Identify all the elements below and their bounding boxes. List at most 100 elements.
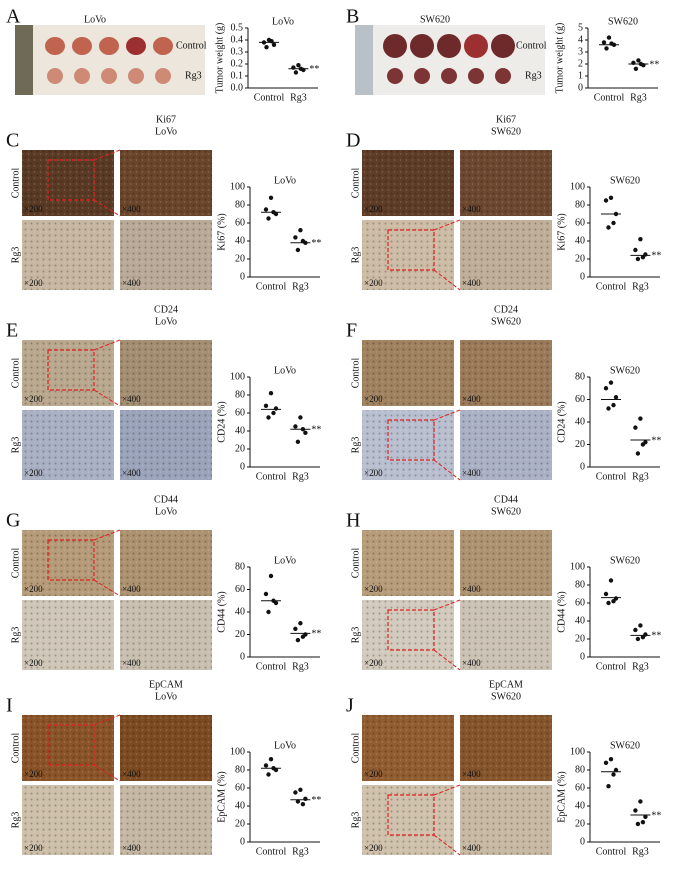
data-point [640, 255, 646, 260]
magnification: ×400 [122, 394, 141, 404]
x-tick-label: Control [256, 471, 287, 482]
row-label: Rg3 [350, 247, 361, 264]
chart-title: LoVo [274, 175, 296, 186]
data-point [611, 599, 616, 604]
row-label: Rg3 [525, 70, 542, 81]
chart-title: SW620 [608, 16, 638, 27]
magnification: ×400 [462, 468, 481, 478]
x-tick-label: Control [256, 846, 287, 857]
magnification: ×400 [462, 658, 481, 668]
significance: ** [651, 810, 661, 821]
y-tick-label: 80 [235, 199, 245, 210]
image-texture [362, 715, 454, 781]
data-point [268, 757, 274, 762]
tumor [387, 68, 403, 84]
data-point [293, 235, 298, 240]
magnification: ×200 [364, 278, 383, 288]
y-tick-label: 80 [235, 764, 245, 775]
magnification: ×200 [24, 394, 43, 404]
tumor [128, 68, 144, 84]
magnification: ×400 [462, 584, 481, 594]
data-point [635, 636, 641, 642]
zoom-box [387, 609, 435, 651]
y-tick-label: 0.4 [231, 34, 244, 45]
y-tick-label: 0 [240, 461, 245, 472]
y-axis-label: Ki67 (%) [556, 213, 567, 251]
magnification: ×400 [122, 584, 141, 594]
x-tick-label: Control [256, 661, 287, 672]
zoom-line [433, 269, 461, 291]
tumor [410, 34, 434, 58]
image-texture [22, 715, 114, 781]
y-axis-label: CD44 (%) [216, 591, 227, 632]
x-tick-label: Rg3 [632, 846, 649, 857]
panel-letter: J [346, 695, 354, 717]
image-texture [362, 785, 454, 855]
magnification: ×200 [24, 584, 43, 594]
data-point [300, 238, 306, 244]
y-tick-label: 100 [230, 181, 245, 192]
cell-line: LoVo [155, 126, 177, 137]
y-tick-label: 40 [575, 800, 585, 811]
zoom-box [47, 159, 95, 201]
y-tick-label: 60 [235, 217, 245, 228]
data-point [633, 425, 638, 430]
image-texture [460, 340, 552, 406]
panel-letter: A [6, 6, 21, 28]
data-point [266, 415, 271, 420]
magnification: ×400 [462, 204, 481, 214]
magnification: ×200 [24, 843, 43, 853]
image-texture [22, 530, 114, 596]
chart-title: SW620 [610, 740, 640, 751]
cell-line: SW620 [491, 126, 521, 137]
zoom-box [47, 349, 95, 391]
chart-title: SW620 [610, 365, 640, 376]
data-point [640, 442, 646, 447]
y-tick-label: 100 [570, 746, 585, 757]
x-tick-label: Control [594, 92, 625, 103]
image-texture [460, 715, 552, 781]
y-tick-label: 0 [580, 461, 585, 472]
y-tick-label: 0 [240, 271, 245, 282]
magnification: ×200 [364, 769, 383, 779]
data-point [638, 237, 643, 242]
magnification: ×400 [462, 769, 481, 779]
row-label: Control [350, 733, 361, 764]
y-tick-label: 1 [578, 70, 583, 81]
image-texture [22, 340, 114, 406]
row-label: Control [10, 168, 21, 199]
image-texture [362, 530, 454, 596]
x-tick-label: Rg3 [290, 92, 307, 103]
data-point [608, 380, 614, 385]
chart-title: SW620 [610, 555, 640, 566]
image-texture [120, 150, 212, 216]
magnification: ×200 [364, 843, 383, 853]
significance: ** [649, 59, 659, 70]
data-point [298, 787, 303, 792]
image-texture [362, 150, 454, 216]
magnification: ×200 [364, 468, 383, 478]
stain-name: Ki67 [156, 114, 176, 125]
zoom-line [93, 579, 121, 597]
magnification: ×200 [24, 468, 43, 478]
y-tick-label: 60 [575, 217, 585, 228]
panel-letter: C [6, 130, 19, 152]
data-point [295, 637, 301, 643]
y-tick-label: 20 [235, 253, 245, 264]
data-point [298, 228, 303, 233]
zoom-line [93, 389, 121, 407]
y-tick-label: 60 [235, 782, 245, 793]
x-tick-label: Control [256, 281, 287, 292]
magnification: ×400 [122, 658, 141, 668]
y-tick-label: 80 [235, 561, 245, 572]
tumor [464, 34, 488, 58]
significance: ** [311, 238, 321, 249]
data-point [266, 609, 271, 615]
data-point [604, 46, 609, 51]
x-tick-label: Rg3 [292, 846, 309, 857]
stain-name: CD24 [154, 304, 178, 315]
data-point [636, 58, 641, 63]
y-tick-label: 40 [575, 615, 585, 626]
image-texture [460, 220, 552, 290]
